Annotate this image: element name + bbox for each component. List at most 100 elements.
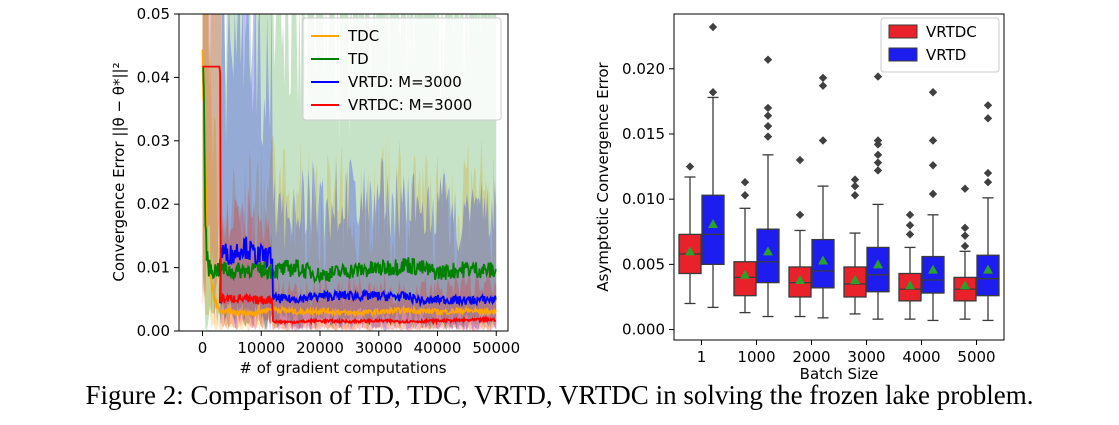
y-tick-label: 0.03 [137, 132, 170, 150]
series-line-td [202, 67, 497, 284]
outlier-point [685, 162, 695, 171]
box-plots [678, 22, 1000, 322]
mean-marker [850, 275, 860, 285]
y-tick-label: 0.02 [137, 195, 170, 213]
variance-band-vrtd [220, 14, 497, 331]
outlier-point [983, 178, 993, 187]
outlier-point [795, 155, 805, 165]
x-tick-label: 3000 [847, 348, 885, 366]
convergence-line-chart: 0 10000 20000 30000 40000 50000 0.00 0.01 0.02 0.… [110, 5, 521, 377]
box-vrtdc-3000 [843, 175, 867, 315]
legend-label-vrtd: VRTD: M=3000 [348, 73, 462, 91]
x-tick-label: 1 [697, 348, 707, 366]
outlier-point [905, 210, 915, 220]
outlier-point [795, 210, 805, 220]
outlier-point [708, 88, 718, 97]
x-tick-label: 5000 [957, 348, 995, 366]
mean-marker [873, 259, 883, 269]
right-axis-ticks: 1 1000 2000 3000 4000 5000 0.000 0.005 0.010 0.01… [622, 60, 996, 366]
x-tick-label: 50000 [472, 339, 520, 357]
mean-marker [740, 269, 750, 279]
outlier-point [928, 136, 938, 145]
outlier-point [905, 221, 915, 230]
outlier-point [960, 231, 970, 240]
outlier-point [873, 158, 883, 167]
outlier-point [983, 114, 993, 123]
mean-marker [960, 280, 970, 290]
mean-marker [708, 218, 718, 228]
box-vrtdc-2000 [788, 155, 812, 318]
outlier-point [740, 191, 750, 200]
left-plot-frame [178, 13, 509, 332]
outlier-point [983, 101, 993, 110]
series-line-vrtd [219, 236, 497, 308]
legend-label-vrtd: VRTD [926, 46, 966, 64]
outlier-point [873, 72, 883, 81]
y-tick-label: 0.05 [137, 5, 170, 23]
box-vrtd-3000 [866, 72, 890, 320]
mean-marker [795, 275, 805, 285]
outlier-point [873, 136, 883, 145]
figure-caption: Figure 2: Comparison of TD, TDC, VRTD, V… [85, 380, 1034, 410]
legend-frame [302, 17, 502, 121]
outlier-point [905, 230, 915, 239]
left-y-axis-label: Convergence Error ||θ − θ*||² [110, 62, 128, 281]
mean-marker [685, 246, 695, 256]
outlier-point [983, 168, 993, 178]
outlier-point [928, 189, 938, 199]
box-vrtd-1000 [756, 55, 780, 318]
iqr-box [921, 255, 945, 294]
iqr-box [756, 228, 780, 284]
outlier-point [818, 73, 828, 83]
y-tick-label: 0.005 [622, 255, 665, 273]
x-tick-label: 2000 [792, 348, 830, 366]
mean-marker [928, 264, 938, 274]
y-tick-label: 0.04 [137, 68, 170, 86]
legend-swatch-vrtd [888, 47, 918, 62]
left-axis-ticks: 0 10000 20000 30000 40000 50000 0.00 0.01 0.02 0.… [137, 5, 521, 357]
outlier-point [928, 88, 938, 97]
box-vrtd-5000 [976, 101, 1000, 322]
outlier-point [763, 132, 773, 141]
iqr-box [701, 194, 725, 266]
outlier-point [960, 241, 970, 251]
y-tick-label: 0.010 [622, 190, 665, 208]
box-vrtdc-1 [678, 162, 702, 305]
outlier-point [960, 184, 970, 193]
outlier-point [818, 136, 828, 145]
box-vrtdc-5000 [953, 184, 977, 320]
right-plot-frame [673, 13, 1005, 341]
left-legend: TDC TD VRTD: M=3000 VRTDC: M=3000 [302, 17, 502, 121]
legend-swatch-vrtdc [888, 24, 918, 39]
x-tick-label: 10000 [237, 339, 285, 357]
x-tick-label: 30000 [355, 339, 403, 357]
figure: 0 10000 20000 30000 40000 50000 0.00 0.01 0.02 0.… [110, 5, 1005, 380]
x-tick-label: 20000 [296, 339, 344, 357]
right-x-axis-label: Batch Size [800, 365, 879, 380]
outlier-point [850, 191, 860, 200]
outlier-point [818, 81, 828, 90]
legend-label-tdc: TDC [347, 27, 379, 45]
y-tick-label: 0.000 [622, 321, 665, 339]
y-tick-label: 0.020 [622, 60, 665, 78]
mean-marker [763, 246, 773, 256]
outlier-point [850, 175, 860, 184]
outlier-point [873, 150, 883, 160]
variance-band-tdc [202, 14, 497, 331]
mean-marker [983, 264, 993, 274]
outlier-point [763, 121, 773, 131]
mean-marker [818, 255, 828, 265]
outlier-point [708, 22, 718, 32]
iqr-box [866, 246, 890, 293]
box-vrtd-4000 [921, 88, 945, 322]
x-tick-label: 4000 [902, 348, 940, 366]
legend-label-vrtdc: VRTDC: M=3000 [348, 96, 472, 114]
box-vrtd-2000 [811, 73, 835, 319]
left-x-axis-label: # of gradient computations [239, 359, 446, 377]
series-line-tdc [201, 49, 497, 318]
outlier-point [850, 181, 860, 191]
mean-marker [905, 280, 915, 290]
box-vrtdc-1000 [733, 178, 757, 314]
box-vrtd-1 [701, 22, 725, 309]
y-tick-label: 0.00 [137, 322, 170, 340]
